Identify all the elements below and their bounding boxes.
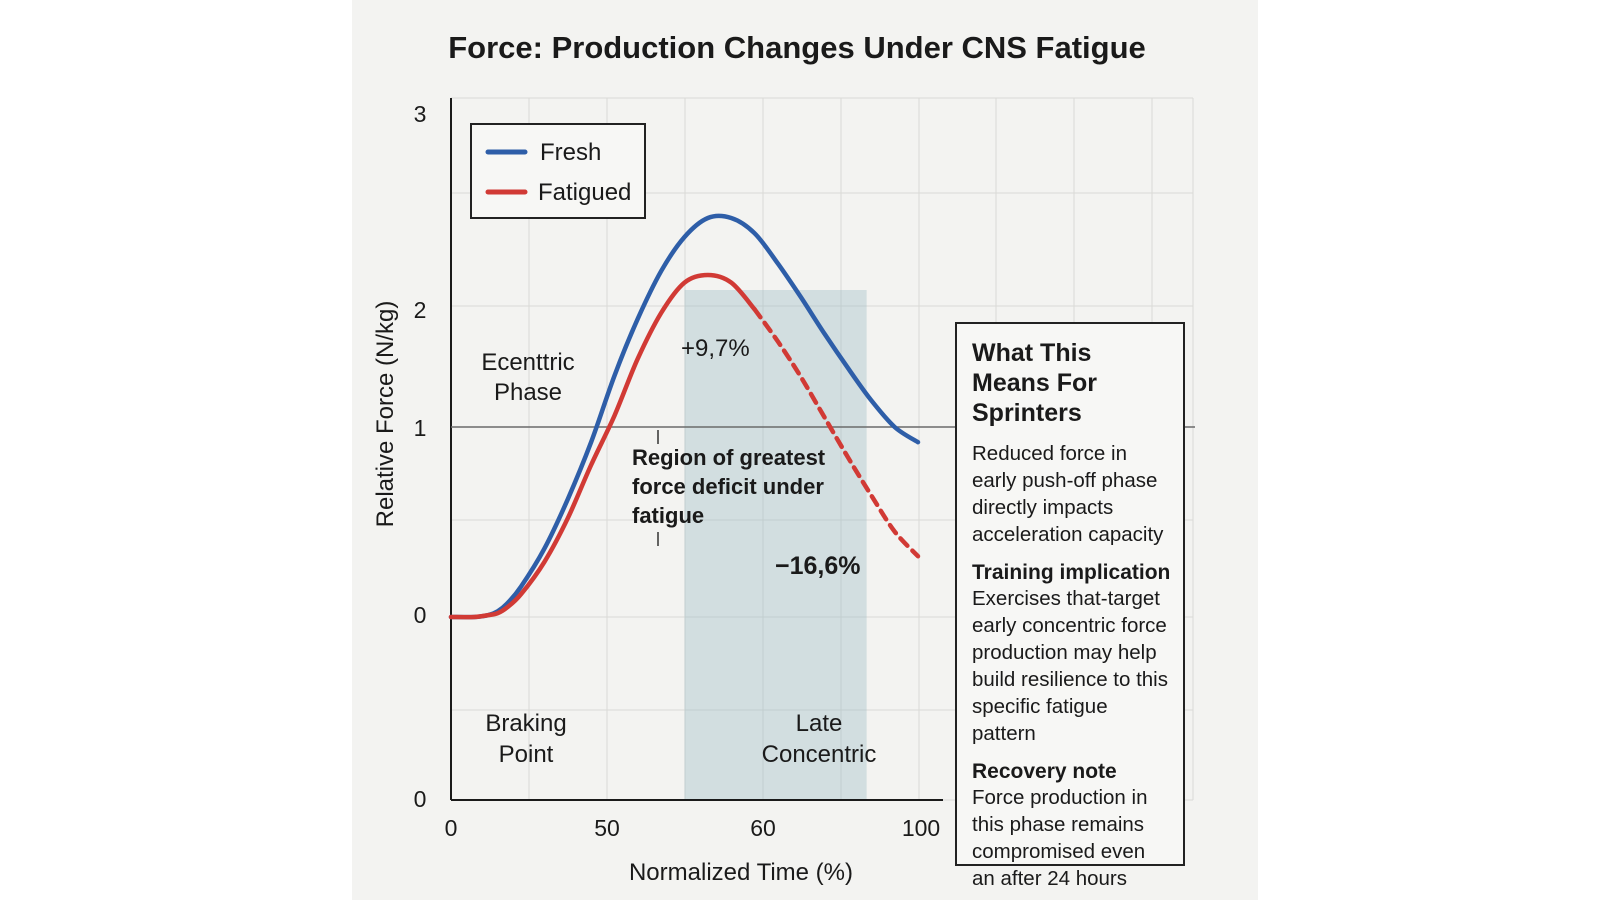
series-line-fatigued-dashed [752, 306, 921, 559]
series-line-fatigued-solid [448, 272, 757, 620]
y-tick-label: 1 [414, 415, 427, 441]
legend-label-fresh: Fresh [540, 139, 601, 166]
eccentric-phase-label: Ecenttric Phase [481, 349, 574, 406]
x-tick-label: 0 [445, 815, 458, 841]
series-line-fresh [448, 213, 921, 620]
late-concentric-label: Late Concentric [762, 710, 877, 768]
y-tick-label: 2 [414, 297, 427, 323]
shaded-deficit-region [684, 290, 867, 800]
recovery-note-heading: Recovery note [972, 760, 1117, 783]
x-tick-label: 100 [902, 815, 940, 841]
info-box-title: What This Means For Sprinters [972, 339, 1098, 427]
training-implication-text: Exercises that-target early concentric f… [972, 587, 1168, 745]
info-box: What This Means For Sprinters Reduced fo… [955, 322, 1185, 890]
shaded-region-label: Region of greatest force deficit under fat… [632, 445, 826, 528]
training-implication-heading: Training implication [972, 561, 1171, 584]
legend-label-fatigued: Fatigued [538, 179, 631, 206]
info-box-intro: Reduced force in early push-off phase di… [972, 442, 1164, 546]
x-tick-label: 50 [594, 815, 620, 841]
series-lines [448, 213, 921, 620]
y-tick-label: 3 [414, 101, 427, 127]
x-axis-label: Normalized Time (%) [629, 859, 853, 886]
braking-point-label: Braking Point [485, 710, 566, 768]
x-tick-label: 60 [750, 815, 776, 841]
annotation-fresh-delta: +9,7% [681, 335, 750, 362]
legend-box [470, 123, 646, 219]
y-axis-label: Relative Force (N/kg) [372, 301, 399, 528]
chart-title: Force: Production Changes Under CNS Fati… [448, 30, 1146, 65]
legend: Fresh Fatigued [470, 123, 646, 219]
annotation-fatigued-delta: −16,6% [775, 552, 861, 580]
recovery-note-text: Force production in this phase remains c… [972, 786, 1148, 890]
y-tick-label: 0 [414, 786, 427, 812]
y-tick-label: 0 [414, 602, 427, 628]
